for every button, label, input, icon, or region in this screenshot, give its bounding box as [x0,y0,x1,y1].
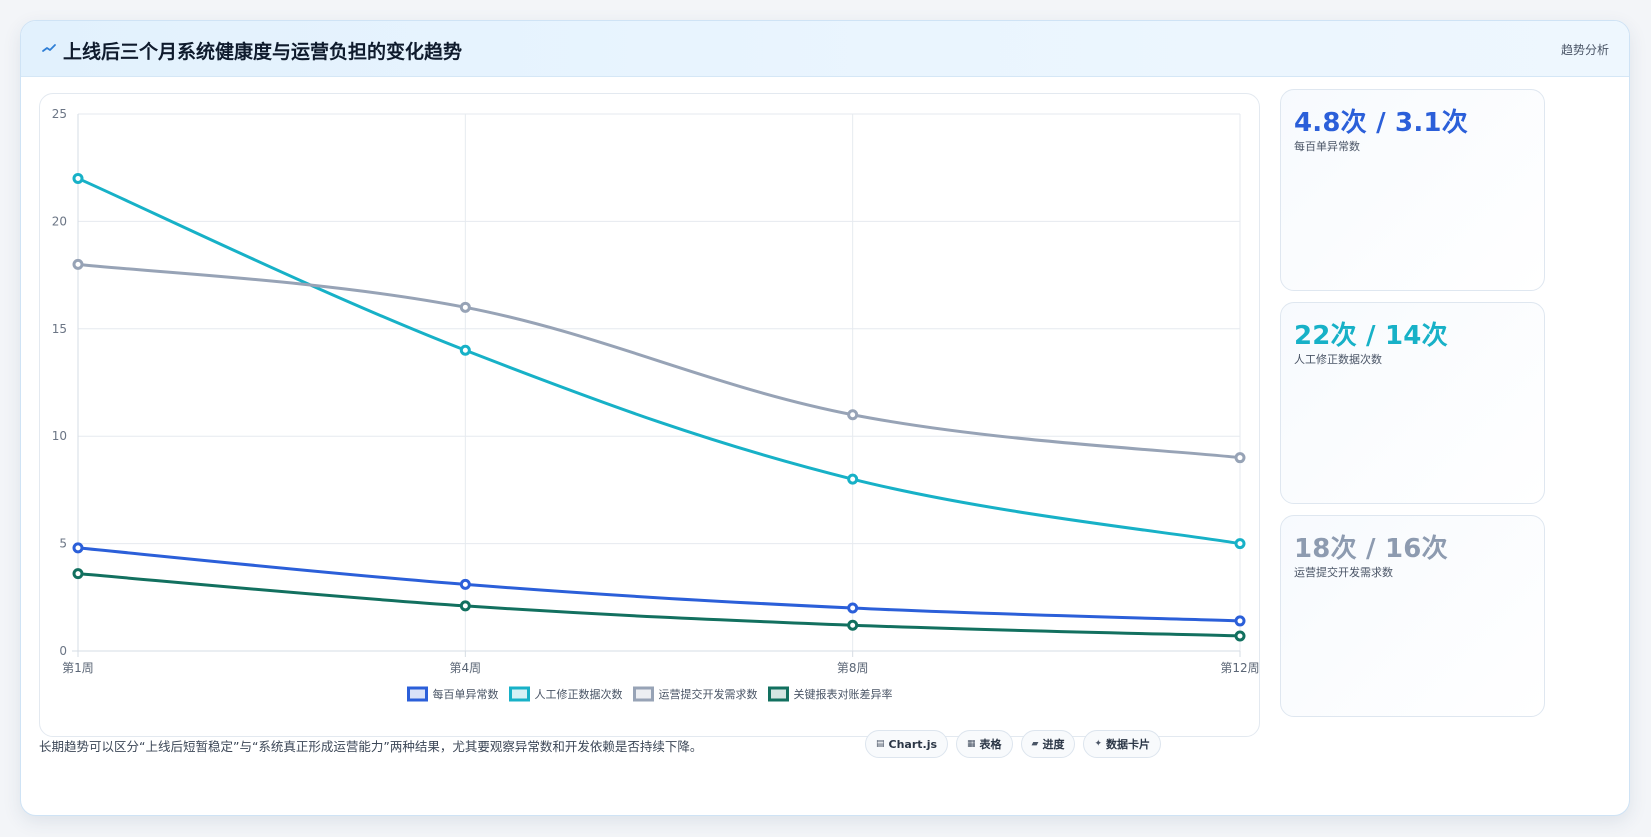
sparkle-icon: ✦ [1094,739,1103,749]
data-point [847,602,859,614]
legend-item[interactable]: 运营提交开发需求数 [633,686,758,702]
stat-label: 每百单异常数 [1294,140,1360,153]
chip-chartjs[interactable]: ▤ Chart.js [865,730,949,758]
stat-label: 人工修正数据次数 [1294,353,1382,366]
data-point [72,258,84,270]
data-point [459,600,471,612]
series-line-0 [76,546,1242,623]
y-tick-label: 15 [52,322,67,336]
legend-label: 每百单异常数 [433,687,499,701]
data-point [847,409,859,421]
data-point [1234,538,1246,550]
stat-value: 4.8次 / 3.1次 [1294,108,1468,138]
series-line-2 [76,262,1242,460]
stat-value: 18次 / 16次 [1294,534,1448,564]
legend-item[interactable]: 人工修正数据次数 [509,686,623,702]
y-tick-label: 5 [59,537,67,551]
legend-item[interactable]: 关键报表对账差异率 [768,686,893,702]
trend-line-icon [42,44,56,52]
data-point [459,578,471,590]
chart-icon: ▤ [876,739,885,749]
stat-card-exceptions: 4.8次 / 3.1次 每百单异常数 [1280,89,1545,291]
progress-icon: ▰ [1031,739,1039,749]
chip-table[interactable]: ▦ 表格 [956,730,1013,758]
analysis-tag: 趋势分析 [1560,43,1609,57]
y-tick-label: 25 [52,107,67,121]
data-point [72,172,84,184]
legend-item[interactable]: 每百单异常数 [407,686,499,702]
data-point [459,344,471,356]
y-tick-label: 0 [59,644,67,658]
chip-progress[interactable]: ▰ 进度 [1020,730,1076,758]
view-switcher: ▤ Chart.js ▦ 表格 ▰ 进度 ✦ 数据卡片 [865,730,1162,758]
legend-swatch [768,686,789,702]
chip-label: 进度 [1042,738,1065,751]
legend-label: 运营提交开发需求数 [659,687,758,701]
data-point [1234,615,1246,627]
stat-card-manual-fixes: 22次 / 14次 人工修正数据次数 [1280,302,1545,504]
data-point [72,542,84,554]
data-point [72,568,84,580]
stat-label: 运营提交开发需求数 [1294,566,1393,579]
chip-data-cards[interactable]: ✦ 数据卡片 [1083,730,1162,758]
legend-label: 人工修正数据次数 [535,687,623,701]
trend-card: 上线后三个月系统健康度与运营负担的变化趋势 趋势分析 0 5 10 15 20 25 第1周… [20,20,1630,816]
chip-label: Chart.js [888,737,938,751]
x-tick-label: 第12周 [1220,661,1259,675]
legend-label: 关键报表对账差异率 [794,687,893,701]
card-header: 上线后三个月系统健康度与运营负担的变化趋势 趋势分析 [21,21,1629,77]
x-tick-label: 第4周 [450,661,482,675]
legend-swatch [407,686,428,702]
series-line-1 [76,176,1242,546]
chip-label: 表格 [979,738,1002,751]
data-point [1234,630,1246,642]
footer-note: 长期趋势可以区分“上线后短暂稳定”与“系统真正形成运营能力”两种结果，尤其要观察… [39,739,703,754]
data-point [847,473,859,485]
chip-label: 数据卡片 [1106,738,1151,751]
stat-value: 22次 / 14次 [1294,321,1448,351]
legend-swatch [509,686,530,702]
data-point [847,619,859,631]
page-title: 上线后三个月系统健康度与运营负担的变化趋势 [63,41,463,63]
y-tick-label: 20 [52,214,67,228]
table-icon: ▦ [967,739,976,749]
data-point [1234,452,1246,464]
chart-panel: 0 5 10 15 20 25 第1周 第4周 第8周 第12周每百单异常数 人工修正数据次数 运营提… [39,93,1260,737]
series-line-3 [76,572,1242,638]
stat-card-dev-requests: 18次 / 16次 运营提交开发需求数 [1280,515,1545,717]
legend-swatch [633,686,654,702]
y-tick-label: 10 [52,429,67,443]
x-tick-label: 第1周 [62,661,94,675]
data-point [459,301,471,313]
x-tick-label: 第8周 [837,661,869,675]
